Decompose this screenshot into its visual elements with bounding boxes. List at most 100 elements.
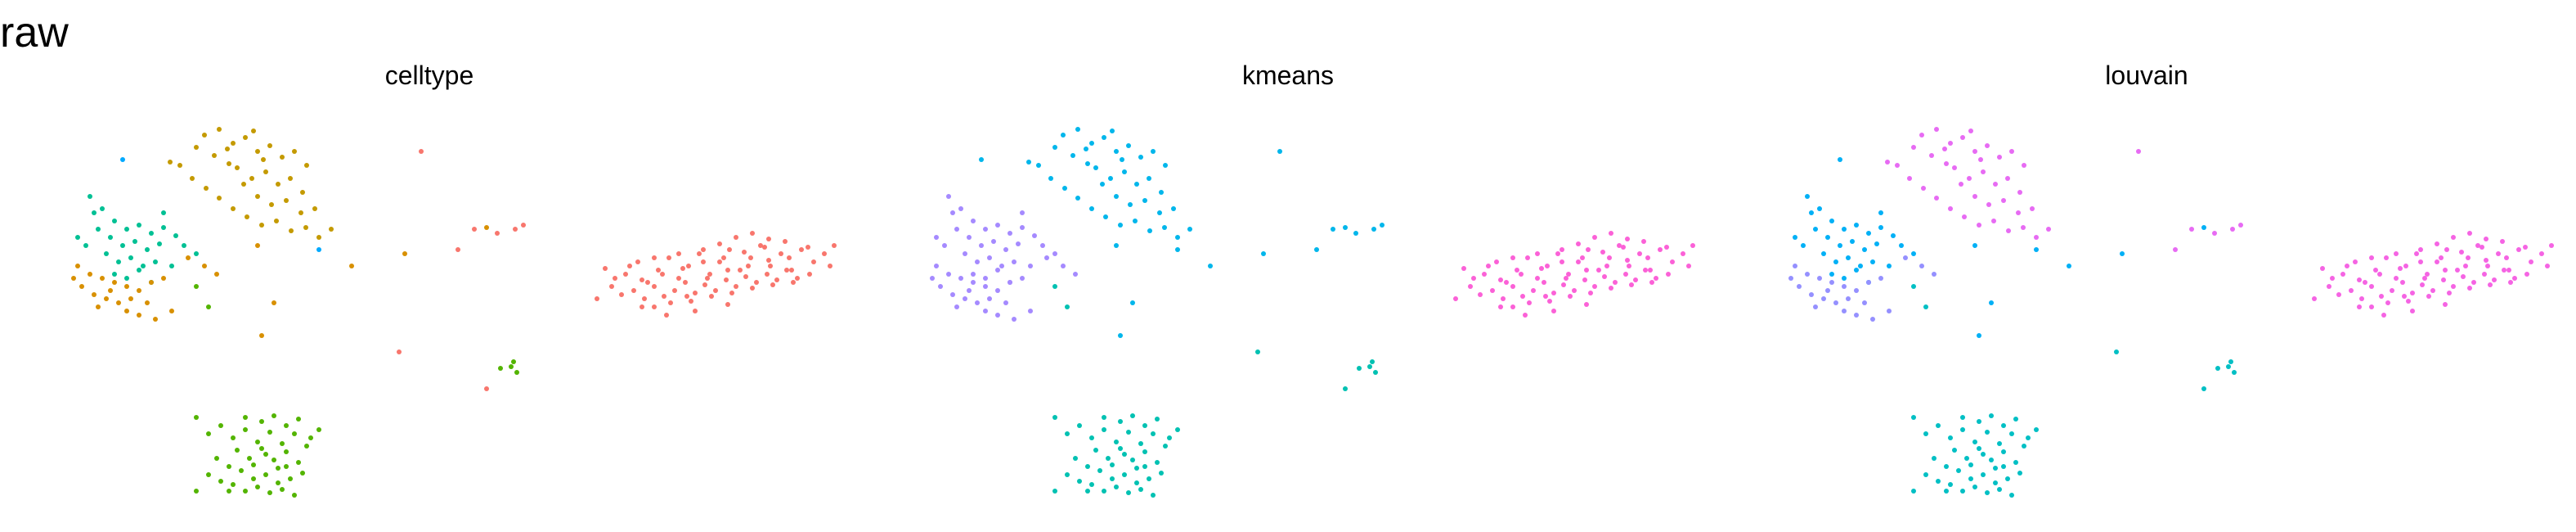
- scatter-point: [227, 464, 231, 469]
- scatter-point: [1952, 448, 1957, 453]
- scatter-point: [680, 266, 685, 271]
- scatter-point: [995, 288, 1000, 293]
- scatter-point: [2516, 247, 2521, 252]
- scatter-point: [1627, 264, 1631, 268]
- scatter-point: [1932, 456, 1936, 461]
- scatter-point: [1809, 210, 1814, 215]
- scatter-point: [1887, 309, 1892, 313]
- scatter-point: [1977, 223, 1981, 228]
- scatter-point: [1008, 231, 1012, 236]
- scatter-point: [456, 247, 460, 252]
- scatter-point: [1478, 292, 1483, 297]
- scatter-point: [2016, 210, 2021, 215]
- scatter-point: [1586, 247, 1591, 252]
- scatter-point: [1895, 163, 1900, 168]
- scatter-point: [141, 264, 146, 268]
- scatter-point: [950, 292, 955, 297]
- scatter-point: [1003, 300, 1008, 305]
- scatter-point: [1108, 176, 1113, 181]
- scatter-point: [1052, 251, 1057, 256]
- panel-louvain: louvain: [1717, 49, 2576, 498]
- scatter-point: [765, 272, 770, 277]
- scatter-point: [1566, 272, 1571, 277]
- scatter-point: [1911, 415, 1916, 420]
- scatter-point: [1490, 288, 1495, 293]
- scatter-point: [498, 366, 503, 371]
- scatter-point: [1664, 245, 1669, 250]
- scatter-point: [402, 251, 407, 256]
- scatter-point: [1089, 435, 1094, 440]
- scatter-point: [1993, 480, 1998, 485]
- scatter-point: [2451, 235, 2456, 240]
- scatter-point: [623, 272, 628, 277]
- scatter-point: [1623, 272, 1628, 277]
- scatter-point: [1968, 128, 1973, 133]
- scatter-point: [2394, 276, 2399, 281]
- scatter-point: [2394, 251, 2399, 256]
- scatter-point: [2005, 176, 2010, 181]
- scatter-point: [312, 206, 317, 211]
- scatter-point: [2320, 266, 2325, 271]
- scatter-point: [1960, 427, 1965, 432]
- scatter-point: [272, 300, 276, 305]
- scatter-point: [1118, 223, 1123, 228]
- scatter-point: [2480, 245, 2484, 250]
- scatter-point: [1911, 251, 1916, 256]
- scatter-point: [779, 251, 783, 256]
- scatter-point: [642, 296, 647, 301]
- scatter-point: [1825, 235, 1830, 240]
- scatter-point: [157, 241, 162, 246]
- scatter-point: [1523, 313, 1528, 318]
- scatter-point: [1572, 288, 1577, 293]
- scatter-point: [239, 468, 244, 473]
- scatter-point: [1633, 277, 1638, 282]
- scatter-point: [169, 309, 174, 313]
- scatter-point: [963, 296, 967, 301]
- scatter-point: [255, 149, 260, 154]
- scatter-point: [635, 259, 640, 264]
- scatter-point: [702, 282, 707, 287]
- scatter-point: [693, 309, 698, 313]
- scatter-point: [1343, 386, 1348, 391]
- scatter-point: [1114, 149, 1119, 154]
- scatter-point: [298, 210, 303, 215]
- scatter-point: [950, 210, 955, 215]
- scatter-point: [521, 223, 526, 228]
- scatter-point: [774, 277, 779, 282]
- scatter-point: [2467, 231, 2472, 236]
- scatter-point: [1932, 272, 1936, 277]
- scatter-point: [822, 251, 827, 256]
- scatter-point: [807, 272, 812, 277]
- scatter-point: [1960, 415, 1965, 420]
- scatter-point: [1911, 284, 1916, 289]
- scatter-point: [289, 228, 294, 233]
- scatter-point: [791, 280, 796, 285]
- scatter-point: [1858, 264, 1863, 268]
- scatter-point: [1171, 206, 1176, 211]
- scatter-point: [218, 479, 223, 484]
- scatter-point: [1482, 272, 1487, 277]
- scatter-point: [1151, 493, 1156, 498]
- scatter-point: [983, 227, 988, 232]
- scatter-point: [2136, 149, 2141, 154]
- scatter-point: [1175, 235, 1180, 240]
- scatter-point: [1637, 251, 1642, 256]
- scatter-point: [2406, 299, 2411, 304]
- scatter-point: [2539, 251, 2544, 256]
- scatter-point: [284, 198, 289, 203]
- scatter-point: [707, 272, 712, 277]
- scatter-point: [1986, 202, 1991, 207]
- scatter-point: [954, 304, 959, 309]
- scatter-point: [1878, 276, 1883, 281]
- scatter-point: [1936, 423, 1941, 428]
- scatter-point: [227, 161, 231, 166]
- scatter-point: [284, 449, 289, 454]
- scatter-point: [1061, 133, 1066, 138]
- scatter-point: [2369, 304, 2374, 309]
- scatter-point: [1370, 359, 1375, 364]
- scatter-point: [1085, 464, 1090, 469]
- scatter-point: [1103, 214, 1108, 219]
- scatter-point: [2330, 276, 2335, 281]
- scatter-point: [1331, 227, 1335, 232]
- scatter-point: [284, 464, 289, 469]
